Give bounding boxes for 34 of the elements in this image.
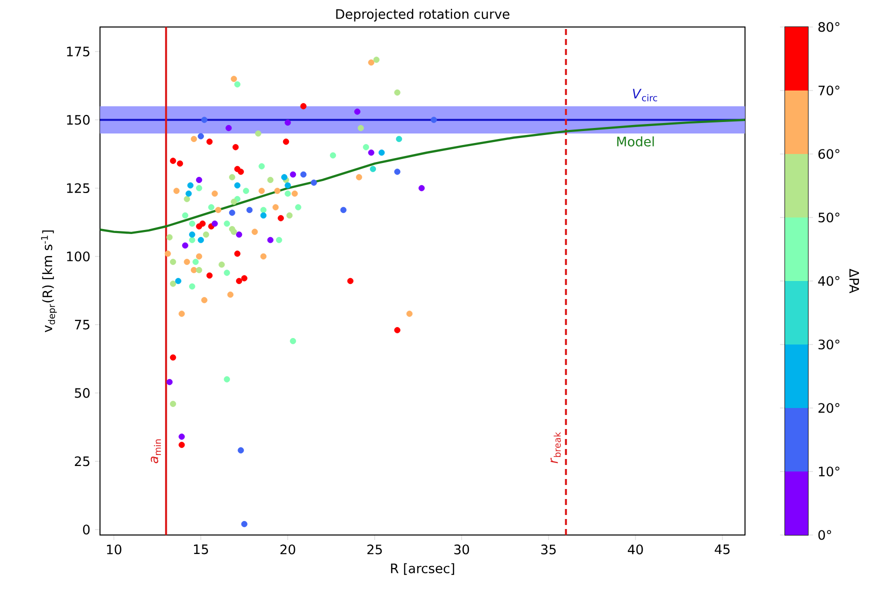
y-tick-label: 0 — [83, 524, 90, 534]
y-tick-label: 175 — [67, 46, 90, 56]
color-bar-label: 0° — [818, 530, 832, 540]
color-bar-title: ΔPA — [849, 268, 859, 294]
x-tick-label: 15 — [194, 544, 208, 554]
color-bar-label: 70° — [818, 86, 840, 96]
y-tick-label: 50 — [74, 388, 90, 398]
y-tick-label: 150 — [67, 114, 90, 125]
color-bar-label: 30° — [818, 340, 840, 350]
ref-line-label: V$_{circ}$ — [632, 88, 658, 102]
x-tick-label: 40 — [628, 544, 643, 554]
x-tick-label: 35 — [541, 544, 556, 554]
color-bar-label: 10° — [818, 466, 840, 476]
x-tick-label: 45 — [714, 544, 730, 554]
y-tick-label: 125 — [67, 183, 90, 194]
x-tick-label: 10 — [107, 544, 122, 554]
color-bar-label: 60° — [818, 149, 840, 159]
color-bar-label: 80° — [818, 22, 840, 32]
x-tick-label: 20 — [280, 544, 296, 554]
y-tick-label: 75 — [74, 320, 90, 330]
y-axis-title: v$_{depr}$(R) [km s$^{-1}$] — [41, 230, 57, 332]
color-bar-label: 50° — [818, 212, 840, 222]
ref-line-label: r$_{break}$ — [550, 432, 561, 464]
color-bar-label: 20° — [818, 403, 840, 413]
x-tick-label: 25 — [367, 544, 382, 554]
y-tick-label: 100 — [67, 251, 90, 262]
color-bar-label: 40° — [818, 276, 840, 286]
chart-title: Deprojected rotation curve — [336, 8, 510, 22]
line-series — [100, 118, 746, 234]
series-label: Model — [617, 136, 654, 146]
x-tick-label: 30 — [454, 544, 470, 554]
y-tick-label: 25 — [74, 456, 90, 466]
ref-line-label: a$_{min}$ — [150, 439, 161, 464]
x-axis-title: R [arcsec] — [391, 563, 454, 575]
